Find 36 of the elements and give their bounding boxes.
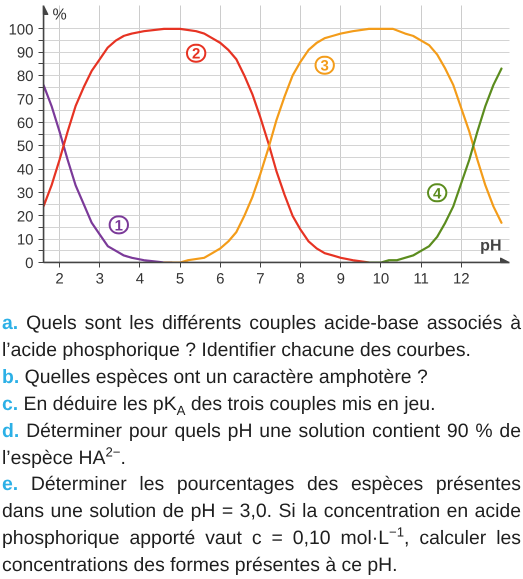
y-axis-title: % xyxy=(52,6,67,24)
series-label: 2 xyxy=(192,46,200,63)
x-tick-label: 5 xyxy=(176,270,184,288)
y-tick-label: 50 xyxy=(16,138,34,156)
line-series xyxy=(44,28,370,262)
y-tick-label: 80 xyxy=(16,68,34,86)
y-tick-label: 40 xyxy=(16,162,34,179)
series-label: 3 xyxy=(320,58,329,75)
y-tick-label: 20 xyxy=(16,208,34,226)
y-tick-label: 60 xyxy=(16,114,34,132)
x-tick-label: 6 xyxy=(216,270,224,288)
y-tick-label: 90 xyxy=(16,44,34,62)
text: d. Déterminer pour quels pH une solution contient 90 % de l’espèce HA$^{2−}$. xyxy=(2,418,521,471)
line-series xyxy=(162,28,503,262)
y-tick-label: 10 xyxy=(16,232,34,249)
text: e. Déterminer les pourcentages des espèces présentes dans une solution de pH = 3,0. Si la concentration en acide phosphorique apporté vaut c = 0,10 mol·L$^{−1}$, calculer les concentrations des formes présentes à ce pH. xyxy=(2,472,521,578)
x-tick-label: 10 xyxy=(372,270,390,288)
x-axis-title: pH xyxy=(480,238,502,254)
x-tick-label: 8 xyxy=(296,270,305,288)
y-tick-label: 70 xyxy=(16,91,34,108)
series-label: 1 xyxy=(114,217,123,234)
line-series xyxy=(364,67,503,262)
x-tick-label: 12 xyxy=(452,270,470,288)
text: a. Quels sont les différents couples acide-base associés à l’acide phosphorique ? Identifier chacune des courbes. xyxy=(2,311,521,363)
x-tick-label: 4 xyxy=(136,270,144,288)
x-tick-label: 3 xyxy=(96,270,104,288)
series-label: 4 xyxy=(433,185,442,202)
text: b. Quelles espèces ont un caractère amphotère ? xyxy=(2,364,429,390)
x-tick-label: 11 xyxy=(413,270,429,288)
y-tick-label: 0 xyxy=(25,255,34,272)
y-tick-label: 100 xyxy=(8,21,34,38)
x-tick-label: 2 xyxy=(55,270,64,288)
x-tick-label: 9 xyxy=(336,270,345,288)
y-tick-label: 30 xyxy=(16,184,34,202)
text: c. En déduire les pK$_{A}$ des trois couples mis en jeu. xyxy=(2,392,436,418)
x-tick-label: 7 xyxy=(256,270,265,288)
